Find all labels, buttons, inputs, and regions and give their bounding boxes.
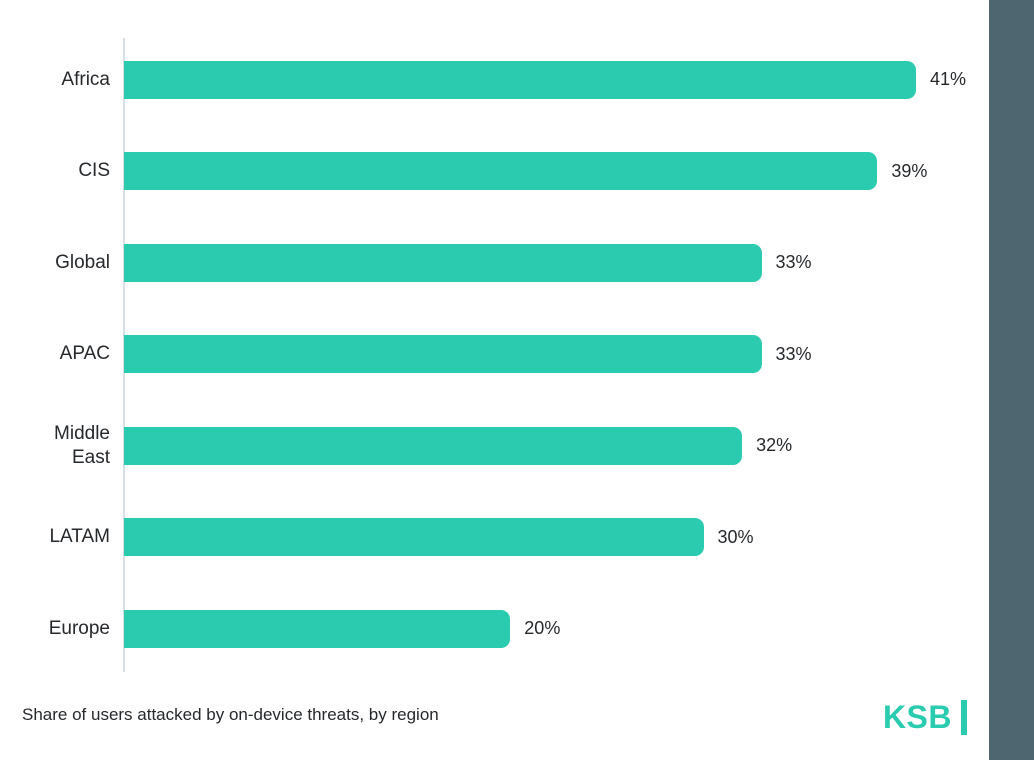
category-label: APAC <box>59 343 110 365</box>
chart-row: LATAM 30% <box>0 492 960 584</box>
value-label: 32% <box>756 435 793 456</box>
category-label: Africa <box>61 68 110 90</box>
chart-row: Europe 20% <box>0 583 960 675</box>
category-label: LATAM <box>49 526 110 548</box>
value-label: 30% <box>717 526 754 547</box>
value-label: 41% <box>930 69 967 90</box>
category-label: Global <box>55 251 110 273</box>
category-label: CIS <box>78 160 110 182</box>
right-stripe <box>989 0 1034 760</box>
logo-cursor-bar <box>961 699 967 735</box>
category-label: Middle East <box>54 422 110 468</box>
chart-row: CIS 39% <box>0 126 960 218</box>
chart-caption: Share of users attacked by on-device thr… <box>22 705 439 724</box>
value-label: 20% <box>524 618 561 639</box>
chart-row: APAC 33% <box>0 309 960 401</box>
bar-chart: Africa 41% CIS 39% Global 33% APAC 33% Middle Ea… <box>0 34 966 675</box>
chart-row: Global 33% <box>0 217 960 309</box>
chart-row: Africa 41% <box>0 34 966 126</box>
bar <box>124 335 762 374</box>
ksb-logo-text: KSB <box>882 699 952 735</box>
ksb-logo: KSB <box>883 699 967 735</box>
value-label: 39% <box>891 160 928 181</box>
value-label: 33% <box>775 252 812 273</box>
bar <box>124 518 704 557</box>
value-label: 33% <box>775 343 812 364</box>
bar <box>124 243 762 282</box>
bar <box>124 609 511 648</box>
chart-row: Middle East 32% <box>0 400 960 492</box>
bar <box>124 152 878 191</box>
bar <box>124 426 743 465</box>
category-label: Europe <box>48 617 110 639</box>
bar <box>124 60 916 99</box>
